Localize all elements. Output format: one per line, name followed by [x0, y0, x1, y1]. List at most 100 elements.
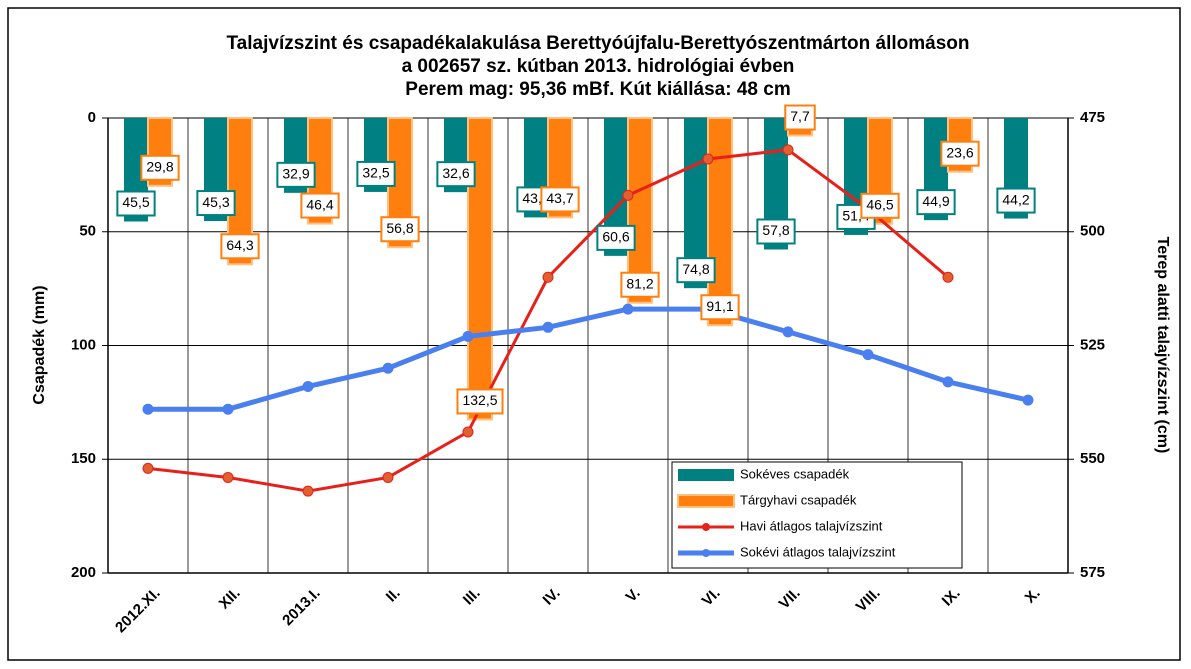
data-label: 23,6: [940, 140, 980, 167]
data-label: 44,2: [996, 187, 1036, 214]
data-label-text: 60,6: [602, 229, 629, 245]
y2-axis-label: Terep alatti talajvízszint (cm): [1154, 237, 1171, 454]
data-label-box: [996, 187, 1036, 214]
data-label-text: 132,5: [462, 392, 497, 408]
data-label: 56,8: [380, 216, 420, 243]
line: [148, 306, 1029, 412]
data-label: 57,8: [756, 218, 796, 245]
data-label: 46,5: [860, 192, 900, 219]
data-label-box: [596, 224, 636, 251]
legend-swatch: [678, 469, 734, 481]
data-label: 43,7: [540, 186, 580, 213]
data-label-text: 57,8: [762, 222, 789, 238]
y2-tick-label: 550: [1080, 450, 1105, 467]
line-marker: [142, 462, 154, 474]
line-marker: [382, 471, 394, 483]
line-marker: [222, 403, 234, 415]
data-label: 132,5: [456, 388, 504, 415]
data-label-text: 45,3: [202, 194, 229, 210]
data-label-text: 32,9: [282, 166, 309, 182]
data-label-text: 23,6: [946, 144, 973, 160]
y-tick-label: 0: [88, 109, 96, 126]
data-label-box: [620, 271, 660, 298]
y-tick-label: 150: [71, 450, 96, 467]
data-label-text: 74,8: [682, 261, 709, 277]
data-label-box: [140, 154, 180, 181]
line-marker: [382, 362, 394, 374]
chart-subtitle: Perem mag: 95,36 mBf. Kút kiállása: 48 c…: [405, 79, 790, 100]
data-label-box: [700, 294, 740, 321]
legend-label: Havi átlagos talajvízszint: [740, 518, 883, 533]
data-label-box: [540, 186, 580, 213]
data-label: 32,9: [276, 161, 316, 188]
data-label: 64,3: [220, 233, 260, 260]
line-marker: [222, 471, 234, 483]
legend-marker: [702, 549, 710, 557]
data-label-text: 46,4: [306, 196, 333, 212]
chart-subtitle: a 002657 sz. kútban 2013. hidrológiai év…: [402, 56, 795, 77]
line-marker: [942, 376, 954, 388]
data-label: 45,3: [196, 190, 236, 217]
data-label: 29,8: [140, 154, 180, 181]
data-label-text: 45,5: [122, 194, 149, 210]
data-label-text: 46,5: [866, 196, 893, 212]
data-label: 81,2: [620, 271, 660, 298]
data-label-text: 56,8: [386, 220, 413, 236]
data-label-box: [860, 192, 900, 219]
line-marker: [542, 271, 554, 283]
data-label-box: [380, 216, 420, 243]
y-tick-label: 100: [71, 336, 96, 353]
line-marker: [462, 426, 474, 438]
chart-title: Talajvízszint és csapadékalakulása Beret…: [226, 33, 969, 54]
data-label: 74,8: [676, 257, 716, 284]
data-label: 7,7: [784, 104, 816, 131]
line-marker: [302, 380, 314, 392]
data-label-box: [916, 189, 956, 216]
line-marker: [302, 485, 314, 497]
data-label-box: [940, 140, 980, 167]
data-label-text: 44,2: [1002, 191, 1029, 207]
legend-label: Tárgyhavi csapadék: [740, 492, 857, 507]
y2-tick-label: 500: [1080, 223, 1105, 240]
line-marker: [622, 303, 634, 315]
data-label-box: [356, 160, 396, 187]
data-label-box: [116, 190, 156, 217]
data-label-box: [196, 190, 236, 217]
data-label-box: [456, 388, 504, 415]
line-marker: [702, 153, 714, 165]
line-marker: [782, 144, 794, 156]
data-label-box: [784, 104, 816, 131]
y-tick-label: 50: [79, 223, 96, 240]
y2-tick-label: 525: [1080, 336, 1105, 353]
bar: [707, 117, 733, 327]
data-label: 32,5: [356, 160, 396, 187]
line-marker: [462, 330, 474, 342]
data-label-box: [436, 161, 476, 188]
data-label: 46,4: [300, 192, 340, 219]
data-label-box: [276, 161, 316, 188]
data-label-text: 32,6: [442, 165, 469, 181]
y-tick-label: 200: [71, 564, 96, 581]
data-label-text: 29,8: [146, 158, 173, 174]
line-marker: [542, 321, 554, 333]
data-label-box: [300, 192, 340, 219]
line-marker: [622, 189, 634, 201]
line-marker: [142, 403, 154, 415]
legend-label: Sokévi átlagos talajvízszint: [740, 544, 896, 559]
y-axis-label: Csapadék (mm): [31, 285, 48, 404]
data-label-text: 32,5: [362, 165, 389, 181]
data-label-box: [676, 257, 716, 284]
data-label-box: [756, 218, 796, 245]
data-label-text: 91,1: [706, 298, 733, 314]
data-label: 91,1: [700, 294, 740, 321]
data-label: 32,6: [436, 161, 476, 188]
data-label: 60,6: [596, 224, 636, 251]
legend-label: Sokéves csapadék: [740, 466, 850, 481]
data-label-text: 81,2: [626, 275, 653, 291]
line-marker: [862, 349, 874, 361]
data-label: 45,5: [116, 190, 156, 217]
data-label-text: 7,7: [790, 108, 810, 124]
data-label-text: 64,3: [226, 237, 253, 253]
legend-marker: [702, 523, 710, 531]
